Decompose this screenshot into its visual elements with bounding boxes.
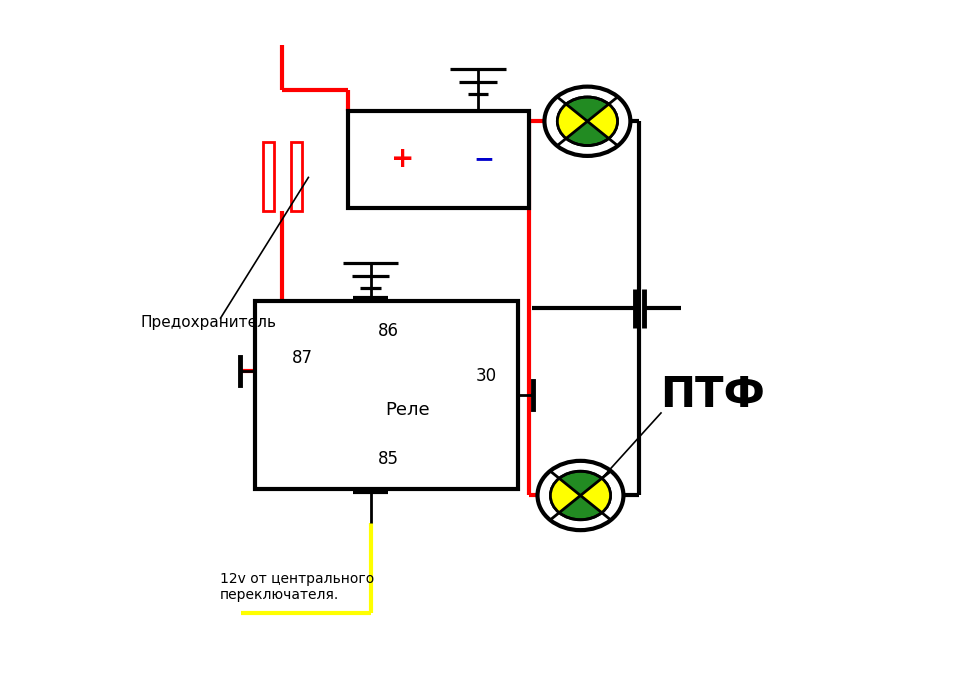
Text: ПТФ: ПТФ xyxy=(660,374,765,416)
Bar xyxy=(291,142,301,211)
Text: 30: 30 xyxy=(476,367,497,385)
Text: Предохранитель: Предохранитель xyxy=(140,315,276,330)
Bar xyxy=(254,301,518,489)
Bar xyxy=(263,142,275,211)
Text: −: − xyxy=(473,148,494,171)
Bar xyxy=(348,111,529,208)
Ellipse shape xyxy=(550,471,611,520)
Ellipse shape xyxy=(544,87,631,156)
Polygon shape xyxy=(588,104,617,139)
Text: +: + xyxy=(391,146,414,173)
Text: 86: 86 xyxy=(377,322,398,340)
Polygon shape xyxy=(581,478,611,513)
Ellipse shape xyxy=(558,97,617,146)
Text: 85: 85 xyxy=(377,450,398,468)
Polygon shape xyxy=(550,478,581,513)
Text: 87: 87 xyxy=(292,349,313,367)
Polygon shape xyxy=(558,104,588,139)
Text: Реле: Реле xyxy=(385,401,430,419)
Text: 12v от центрального
переключателя.: 12v от центрального переключателя. xyxy=(220,572,374,602)
Ellipse shape xyxy=(538,461,623,530)
